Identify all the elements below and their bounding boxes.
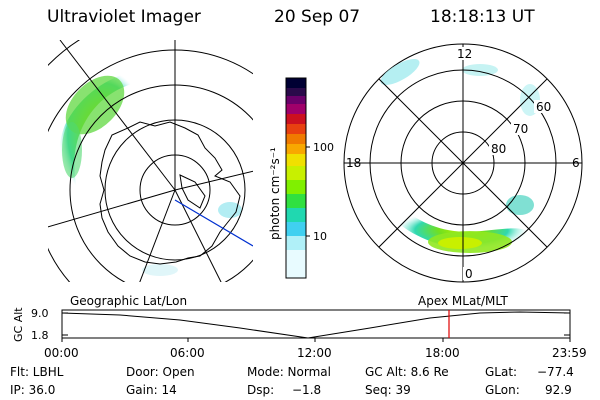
mlt-label-12: 12 — [457, 47, 472, 61]
apex-label: Apex MLat/MLT — [418, 294, 508, 308]
polar-plot: 12 18 6 0 60 70 80 — [343, 43, 583, 283]
glon-label: GLon: — [485, 383, 520, 397]
gain-value: Gain: 14 — [126, 383, 177, 397]
timeline-ytick-high: 9.0 — [31, 307, 49, 320]
seq-value: Seq: 39 — [365, 383, 411, 397]
colorbar-tick-10: 10 — [313, 230, 327, 243]
date-label: 20 Sep 07 — [274, 7, 361, 27]
colorbar: 100 10 photon cm⁻²s⁻¹ — [268, 77, 334, 279]
gc-alt-value: GC Alt: 8.6 Re — [365, 365, 449, 379]
timeline-xtick-1800: 18:00 — [425, 346, 460, 360]
door-value: Door: Open — [126, 365, 195, 379]
glon-value: 92.9 — [545, 383, 572, 397]
timeline-ytick-low: 1.8 — [31, 329, 49, 342]
mode-value: Mode: Normal — [247, 365, 331, 379]
timeline-y-label: GC Alt — [12, 307, 25, 342]
colorbar-tick-100: 100 — [313, 141, 334, 154]
satellite-track — [174, 199, 253, 247]
geographic-label: Geographic Lat/Lon — [70, 294, 188, 308]
mlt-label-0: 0 — [465, 267, 473, 281]
timeline-xtick-1200: 12:00 — [297, 346, 332, 360]
mlat-label-60: 60 — [536, 100, 551, 114]
dsp-value: −1.8 — [292, 383, 322, 397]
timeline-xtick-0600: 06:00 — [170, 346, 205, 360]
timeline-plot: GC Alt 9.0 1.8 — [12, 307, 571, 342]
glat-value: −77.4 — [537, 365, 574, 379]
dsp-label: Dsp: — [247, 383, 275, 397]
coastline — [99, 121, 241, 265]
mlt-label-18: 18 — [346, 156, 361, 170]
colorbar-unit-label: photon cm⁻²s⁻¹ — [268, 147, 282, 240]
instrument-title: Ultraviolet Imager — [47, 7, 201, 27]
timeline-xtick-0000: 00:00 — [44, 346, 79, 360]
mlat-label-80: 80 — [491, 142, 506, 156]
mlat-label-70: 70 — [513, 122, 528, 136]
longitude-lines — [48, 40, 253, 282]
filter-value: Flt: LBHL — [10, 365, 64, 379]
geographic-map — [48, 40, 253, 282]
ip-value: IP: 36.0 — [10, 383, 56, 397]
timeline-xtick-2359: 23:59 — [552, 346, 587, 360]
altitude-curve — [61, 311, 571, 339]
glat-label: GLat: — [485, 365, 518, 379]
time-label: 18:18:13 UT — [430, 7, 535, 27]
mlt-label-6: 6 — [572, 156, 580, 170]
